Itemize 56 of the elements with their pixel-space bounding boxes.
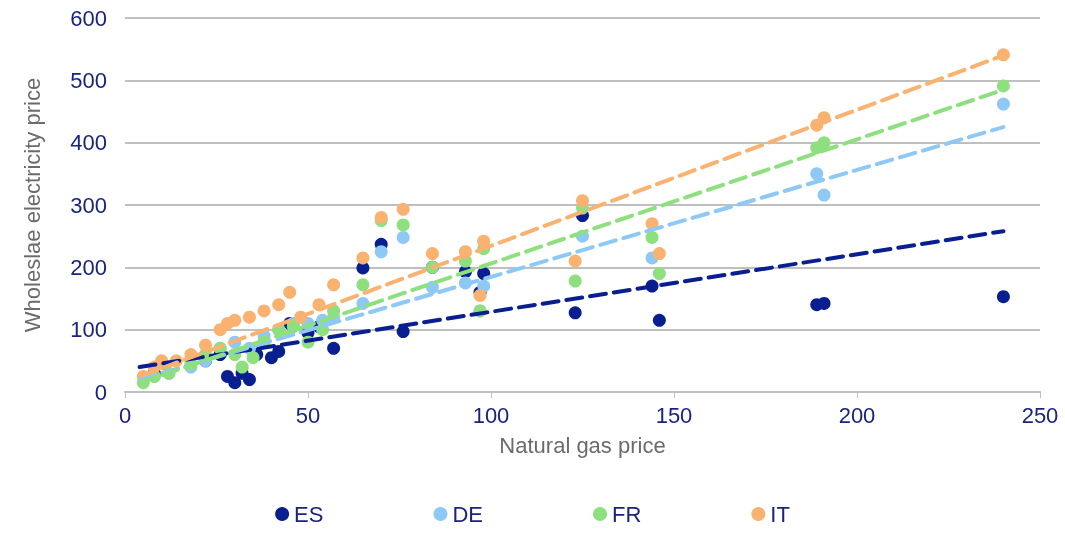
legend-label: DE xyxy=(452,501,484,527)
x-tick-label: 250 xyxy=(1021,402,1059,428)
point xyxy=(425,247,439,261)
point xyxy=(568,254,582,268)
y-tick-label: 200 xyxy=(70,254,107,280)
point xyxy=(568,274,582,288)
x-tick-label: 50 xyxy=(295,402,321,428)
point xyxy=(576,194,589,208)
point xyxy=(810,167,824,181)
point xyxy=(374,245,388,259)
point xyxy=(199,338,213,352)
y-axis-title: Wholeslae electricity price xyxy=(19,77,45,333)
point xyxy=(396,218,410,232)
y-tick-label: 100 xyxy=(70,317,107,343)
y-tick-label: 0 xyxy=(94,379,107,405)
y-tick-label: 600 xyxy=(70,5,107,31)
point xyxy=(817,296,831,310)
x-tick-label: 100 xyxy=(472,402,510,428)
x-tick-label: 150 xyxy=(655,402,693,428)
point xyxy=(396,202,410,216)
x-tick-label: 0 xyxy=(118,402,132,428)
y-tick-label: 400 xyxy=(70,130,107,156)
point xyxy=(257,304,271,318)
point xyxy=(272,298,286,312)
x-axis-title: Natural gas price xyxy=(499,432,666,458)
point xyxy=(228,376,242,390)
point xyxy=(327,341,341,355)
point xyxy=(652,247,666,261)
point xyxy=(246,351,260,365)
point xyxy=(228,313,242,327)
point xyxy=(652,267,666,281)
point xyxy=(356,251,370,265)
legend-label: IT xyxy=(770,501,790,527)
point xyxy=(996,79,1010,93)
point xyxy=(996,97,1010,111)
point xyxy=(283,285,297,299)
point xyxy=(356,278,370,292)
point xyxy=(242,310,256,324)
point xyxy=(568,306,582,320)
point xyxy=(374,210,388,224)
point xyxy=(652,313,666,327)
y-tick-label: 300 xyxy=(70,192,107,218)
point xyxy=(645,230,659,244)
point xyxy=(242,373,256,387)
legend-label: ES xyxy=(294,501,324,527)
legend-label: FR xyxy=(612,501,642,527)
point xyxy=(327,278,341,292)
point xyxy=(235,360,249,374)
point xyxy=(477,234,491,248)
point xyxy=(817,136,831,150)
point xyxy=(996,290,1010,304)
point xyxy=(272,344,286,358)
point xyxy=(817,188,831,202)
x-tick-label: 200 xyxy=(838,402,876,428)
point xyxy=(396,230,410,244)
y-tick-label: 500 xyxy=(70,67,107,93)
